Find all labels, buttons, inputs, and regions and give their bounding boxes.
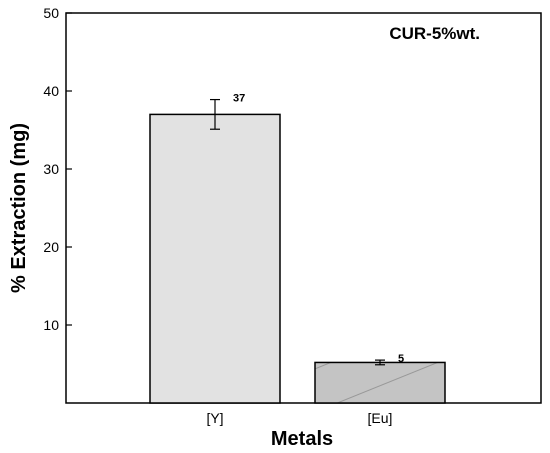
chart-annotation: CUR-5%wt. [389, 24, 480, 43]
x-axis-title: Metals [271, 428, 333, 450]
data-label-2: 5 [398, 353, 404, 365]
error-bar-1 [210, 98, 220, 130]
y-tick-label: 40 [43, 83, 59, 99]
y-axis-title: % Extraction (mg) [8, 123, 30, 293]
y-tick-label: 50 [43, 5, 59, 21]
y-tick-label: 20 [43, 239, 59, 255]
y-tick-label: 30 [43, 161, 59, 177]
error-bar-2 [375, 359, 385, 366]
bars-group: 37 5 [149, 93, 446, 404]
bar-2 [314, 361, 446, 404]
y-axis: 10 20 30 40 50 [43, 5, 72, 333]
plot-frame [65, 12, 542, 404]
x-tick-label: [Y] [206, 410, 223, 426]
x-tick-label: [Eu] [368, 410, 393, 426]
data-label-1: 37 [233, 93, 245, 105]
bar-1 [149, 113, 281, 404]
y-tick-label: 10 [43, 317, 59, 333]
